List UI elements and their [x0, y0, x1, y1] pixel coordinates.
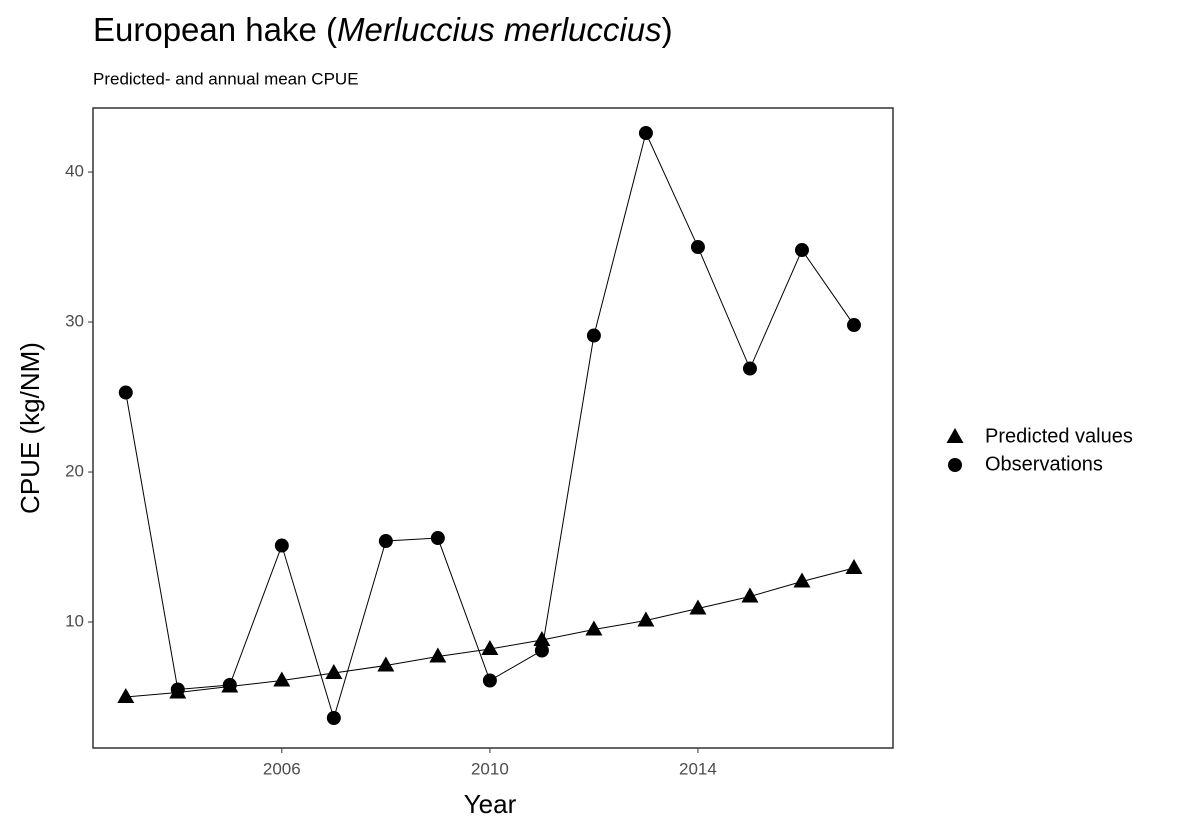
circle-marker	[326, 711, 341, 726]
chart-subtitle: Predicted- and annual mean CPUE	[93, 69, 359, 88]
y-tick-label: 40	[65, 162, 84, 181]
y-tick-label: 30	[65, 312, 84, 331]
triangle-marker	[689, 599, 707, 615]
y-axis-title: CPUE (kg/NM)	[15, 342, 45, 514]
circle-marker	[948, 458, 962, 472]
triangle-marker	[273, 671, 291, 687]
series-line	[125, 131, 855, 720]
triangle-marker	[793, 572, 811, 588]
circle-marker	[742, 361, 757, 376]
y-tick-label: 20	[65, 462, 84, 481]
triangle-marker	[117, 688, 135, 704]
chart-title: European hake (Merluccius merluccius)	[93, 11, 673, 48]
circle-marker	[638, 126, 653, 141]
triangle-marker	[845, 559, 863, 575]
circle-marker	[534, 643, 549, 658]
y-tick-label: 10	[65, 611, 84, 630]
circle-marker	[430, 531, 445, 546]
circle-marker	[482, 673, 497, 688]
circle-marker	[690, 240, 705, 255]
triangle-marker	[946, 428, 964, 443]
triangle-marker	[377, 656, 395, 672]
triangle-marker	[533, 631, 551, 647]
circle-marker	[794, 243, 809, 258]
triangle-marker	[429, 647, 447, 663]
legend-label: Predicted values	[985, 425, 1133, 447]
triangle-marker	[481, 640, 499, 656]
circle-marker	[274, 538, 289, 553]
x-axis-title: Year	[464, 789, 517, 819]
panel-border	[92, 107, 894, 749]
legend-label: Observations	[985, 453, 1103, 475]
x-tick-label: 2014	[679, 759, 717, 778]
x-tick-label: 2006	[263, 759, 301, 778]
x-tick-label: 2010	[471, 759, 509, 778]
circle-marker	[118, 385, 133, 400]
circle-marker	[170, 682, 185, 697]
triangle-marker	[637, 611, 655, 627]
triangle-marker	[585, 620, 603, 636]
circle-marker	[586, 328, 601, 343]
circle-marker	[222, 678, 237, 693]
triangle-marker	[325, 664, 343, 680]
circle-marker	[846, 318, 861, 333]
circle-marker	[378, 534, 393, 549]
triangle-marker	[741, 587, 759, 603]
